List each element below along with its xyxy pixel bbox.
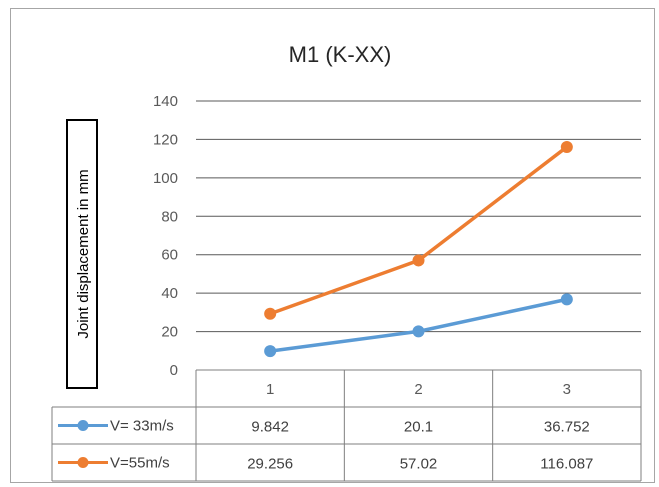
data-point (560, 293, 573, 306)
data-table-cell: 29.256 (247, 456, 293, 473)
data-table: 1 2 3 V= 33m/s 9.842 20.1 36.752 V=55m/s 29.256 5… (51, 369, 642, 482)
chart-frame (10, 8, 655, 483)
y-tick-label: 120 (153, 131, 178, 148)
data-point (412, 325, 425, 338)
data-point (412, 254, 425, 267)
legend-label: V= 33m/s (110, 418, 174, 435)
y-axis-ticks: 0 20 40 60 80 100 120 140 (153, 93, 178, 379)
y-axis-label-box: Joint displacement in mm (66, 119, 98, 389)
y-tick-label: 80 (161, 208, 178, 225)
data-point (264, 345, 277, 358)
data-table-cell: 9.842 (251, 419, 289, 436)
y-tick-label: 0 (170, 362, 178, 379)
series-line (269, 297, 568, 353)
y-axis-label: Joint displacement in mm (75, 169, 92, 338)
legend-key-marker (77, 420, 89, 431)
y-tick-label: 100 (153, 170, 178, 187)
legend-key-marker (77, 457, 89, 468)
y-tick-label: 140 (153, 93, 178, 110)
x-tick-label: 3 (563, 381, 571, 398)
legend-label: V=55m/s (110, 455, 170, 472)
y-tick-label: 40 (161, 285, 178, 302)
data-table-cell: 57.02 (400, 456, 438, 473)
data-table-cell: 36.752 (544, 419, 590, 436)
data-point (560, 140, 573, 153)
series-line (269, 145, 568, 316)
y-tick-label: 60 (161, 247, 178, 264)
data-point (264, 307, 277, 320)
x-tick-label: 2 (414, 381, 422, 398)
data-table-cell: 20.1 (404, 419, 433, 436)
series-group (264, 140, 573, 358)
x-tick-label: 1 (266, 381, 274, 398)
data-table-cell: 116.087 (540, 456, 593, 473)
y-tick-label: 20 (161, 324, 178, 341)
gridlines (196, 100, 641, 333)
chart-title: M1 (K-XX) (289, 42, 392, 67)
